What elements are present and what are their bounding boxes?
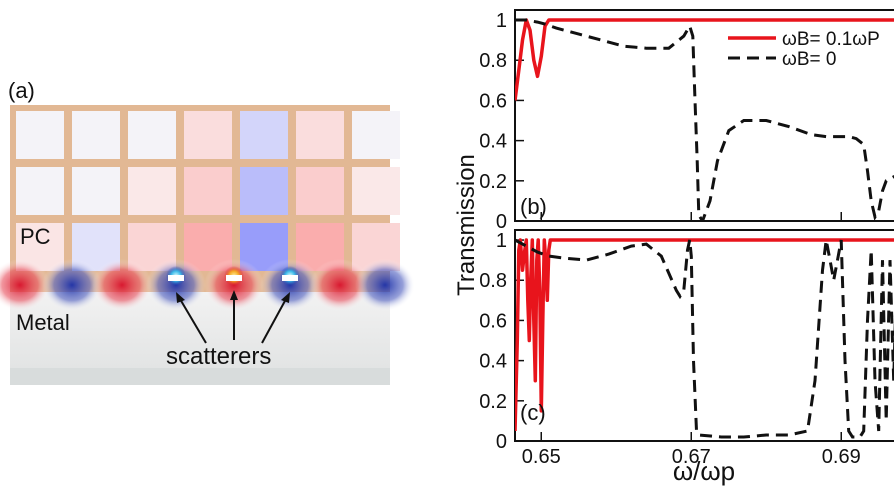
y-tick-label: 0.2 [479, 171, 507, 193]
panel-c-frame [514, 229, 894, 442]
pc-cell [296, 111, 344, 159]
plasmon-field-lobes [0, 259, 415, 311]
metal-label: Metal [16, 310, 70, 335]
pc-cell [16, 167, 64, 215]
series-line-c-omegaB-0.1 [515, 238, 894, 432]
pc-cell [240, 167, 288, 215]
series-line-b-omegaB-0 [515, 18, 894, 221]
pc-cell [128, 167, 176, 215]
field-lobe [0, 259, 50, 311]
photonic-crystal-grid [10, 105, 400, 292]
field-lobe [92, 259, 152, 311]
legend-label-omegaB-0.1: ωB= 0.1ωP [782, 29, 880, 50]
y-tick-label: 0.8 [479, 50, 507, 72]
arrow-middle-head [230, 290, 238, 300]
series-line-c-omegaB-0 [515, 238, 894, 439]
scatterer-block [226, 275, 242, 281]
y-tick-label: 0.2 [479, 391, 507, 413]
y-tick-label: 0.6 [479, 90, 507, 112]
legend-label-omegaB-0: ωB= 0 [782, 49, 836, 70]
y-tick-label: 0.4 [479, 351, 507, 373]
field-lobe [355, 259, 415, 311]
y-tick-label: 0 [496, 211, 507, 233]
scatterer-arrows [176, 290, 290, 344]
pc-cell [296, 167, 344, 215]
scatterer-block [282, 275, 298, 281]
pc-cell [240, 111, 288, 159]
panel-c: 0 0.2 0.4 0.6 0.8 1 0.65 0.67 0.69 (c) [479, 229, 894, 468]
panel-b-ticks: 0 0.2 0.4 0.6 0.8 1 [479, 10, 842, 233]
arrow-right-head [281, 292, 290, 303]
y-tick-label: 1 [496, 10, 507, 32]
x-tick-label: 0.67 [672, 446, 711, 468]
arrow-left-head [176, 292, 185, 303]
arrow-left [179, 298, 207, 344]
pc-cell [184, 167, 232, 215]
panel-b: 0 0.2 0.4 0.6 0.8 1 (b) ωB= 0.1ωP ωB= 0 [479, 9, 894, 233]
panel-c-label: (c) [520, 400, 546, 425]
y-tick-label: 0.8 [479, 270, 507, 292]
x-tick-label: 0.65 [522, 446, 561, 468]
pc-label: PC [20, 224, 51, 249]
panel-b-frame [514, 9, 894, 222]
panel-a: (a) PC Metal scatterers [0, 78, 415, 385]
y-tick-label: 0 [496, 431, 507, 453]
pc-cell [184, 111, 232, 159]
pc-cell [72, 111, 120, 159]
panel-b-label: (b) [520, 194, 547, 219]
pc-cell [352, 111, 400, 159]
field-lobe [42, 259, 102, 311]
y-tick-label: 0.6 [479, 310, 507, 332]
y-tick-label: 0.4 [479, 131, 507, 153]
field-lobe [310, 259, 370, 311]
panel-a-label: (a) [8, 78, 35, 103]
series-line-b-omegaB-0.1 [515, 18, 894, 101]
legend: ωB= 0.1ωP ωB= 0 [720, 27, 894, 70]
pc-cell [128, 111, 176, 159]
y-axis-title: Transmission [453, 154, 480, 296]
metal-bottom-band [10, 368, 390, 385]
scatterer-block [168, 275, 184, 281]
y-tick-label: 1 [496, 230, 507, 252]
pc-cell [352, 167, 400, 215]
scatterers-label: scatterers [166, 343, 271, 370]
pc-cell [72, 167, 120, 215]
x-tick-label: 0.69 [822, 446, 861, 468]
pc-cell [16, 111, 64, 159]
arrow-right [261, 298, 287, 344]
x-axis-title: ω/ωp [673, 456, 735, 486]
